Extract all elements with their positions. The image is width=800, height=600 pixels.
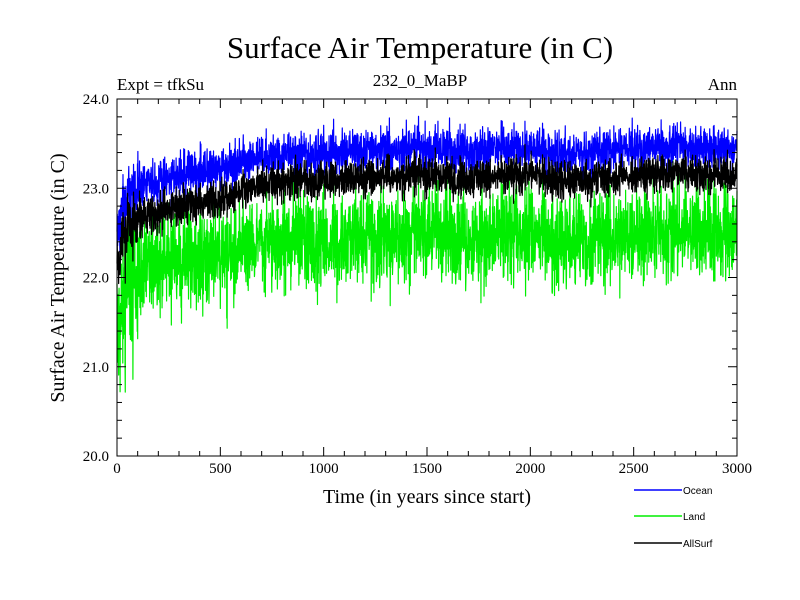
y-tick-label: 20.0	[83, 449, 109, 465]
x-tick-label: 1500	[412, 461, 442, 477]
series-layer	[116, 115, 738, 393]
y-tick-label: 24.0	[83, 92, 109, 108]
legend-label-land: Land	[683, 512, 705, 523]
legend-label-ocean: Ocean	[683, 486, 712, 497]
y-tick-label: 21.0	[83, 360, 109, 376]
x-tick-label: 500	[209, 461, 232, 477]
series-line-allsurf	[116, 143, 738, 285]
x-tick-label: 3000	[722, 461, 752, 477]
season-label: Ann	[708, 75, 738, 94]
y-tick-label: 22.0	[83, 271, 109, 287]
y-tick-label: 23.0	[83, 181, 109, 197]
x-axis-label: Time (in years since start)	[323, 486, 531, 508]
chart-subtitle: 232_0_MaBP	[373, 71, 467, 90]
experiment-label: Expt = tfkSu	[117, 75, 205, 94]
series-line-land	[116, 156, 738, 393]
x-tick-label: 2000	[515, 461, 545, 477]
x-tick-label: 0	[113, 461, 121, 477]
legend: Ocean Land AllSurf	[634, 486, 713, 550]
legend-label-allsurf: AllSurf	[683, 539, 713, 550]
x-tick-label: 2500	[619, 461, 649, 477]
x-tick-label: 1000	[309, 461, 339, 477]
series-line-ocean	[116, 115, 738, 253]
chart-title: Surface Air Temperature (in C)	[227, 30, 613, 65]
axes-layer: 0 500 1000 1500 2000 2500 3000 20.0 21.0 22.0 23.0…	[83, 92, 752, 477]
y-axis-label: Surface Air Temperature (in C)	[47, 153, 69, 402]
